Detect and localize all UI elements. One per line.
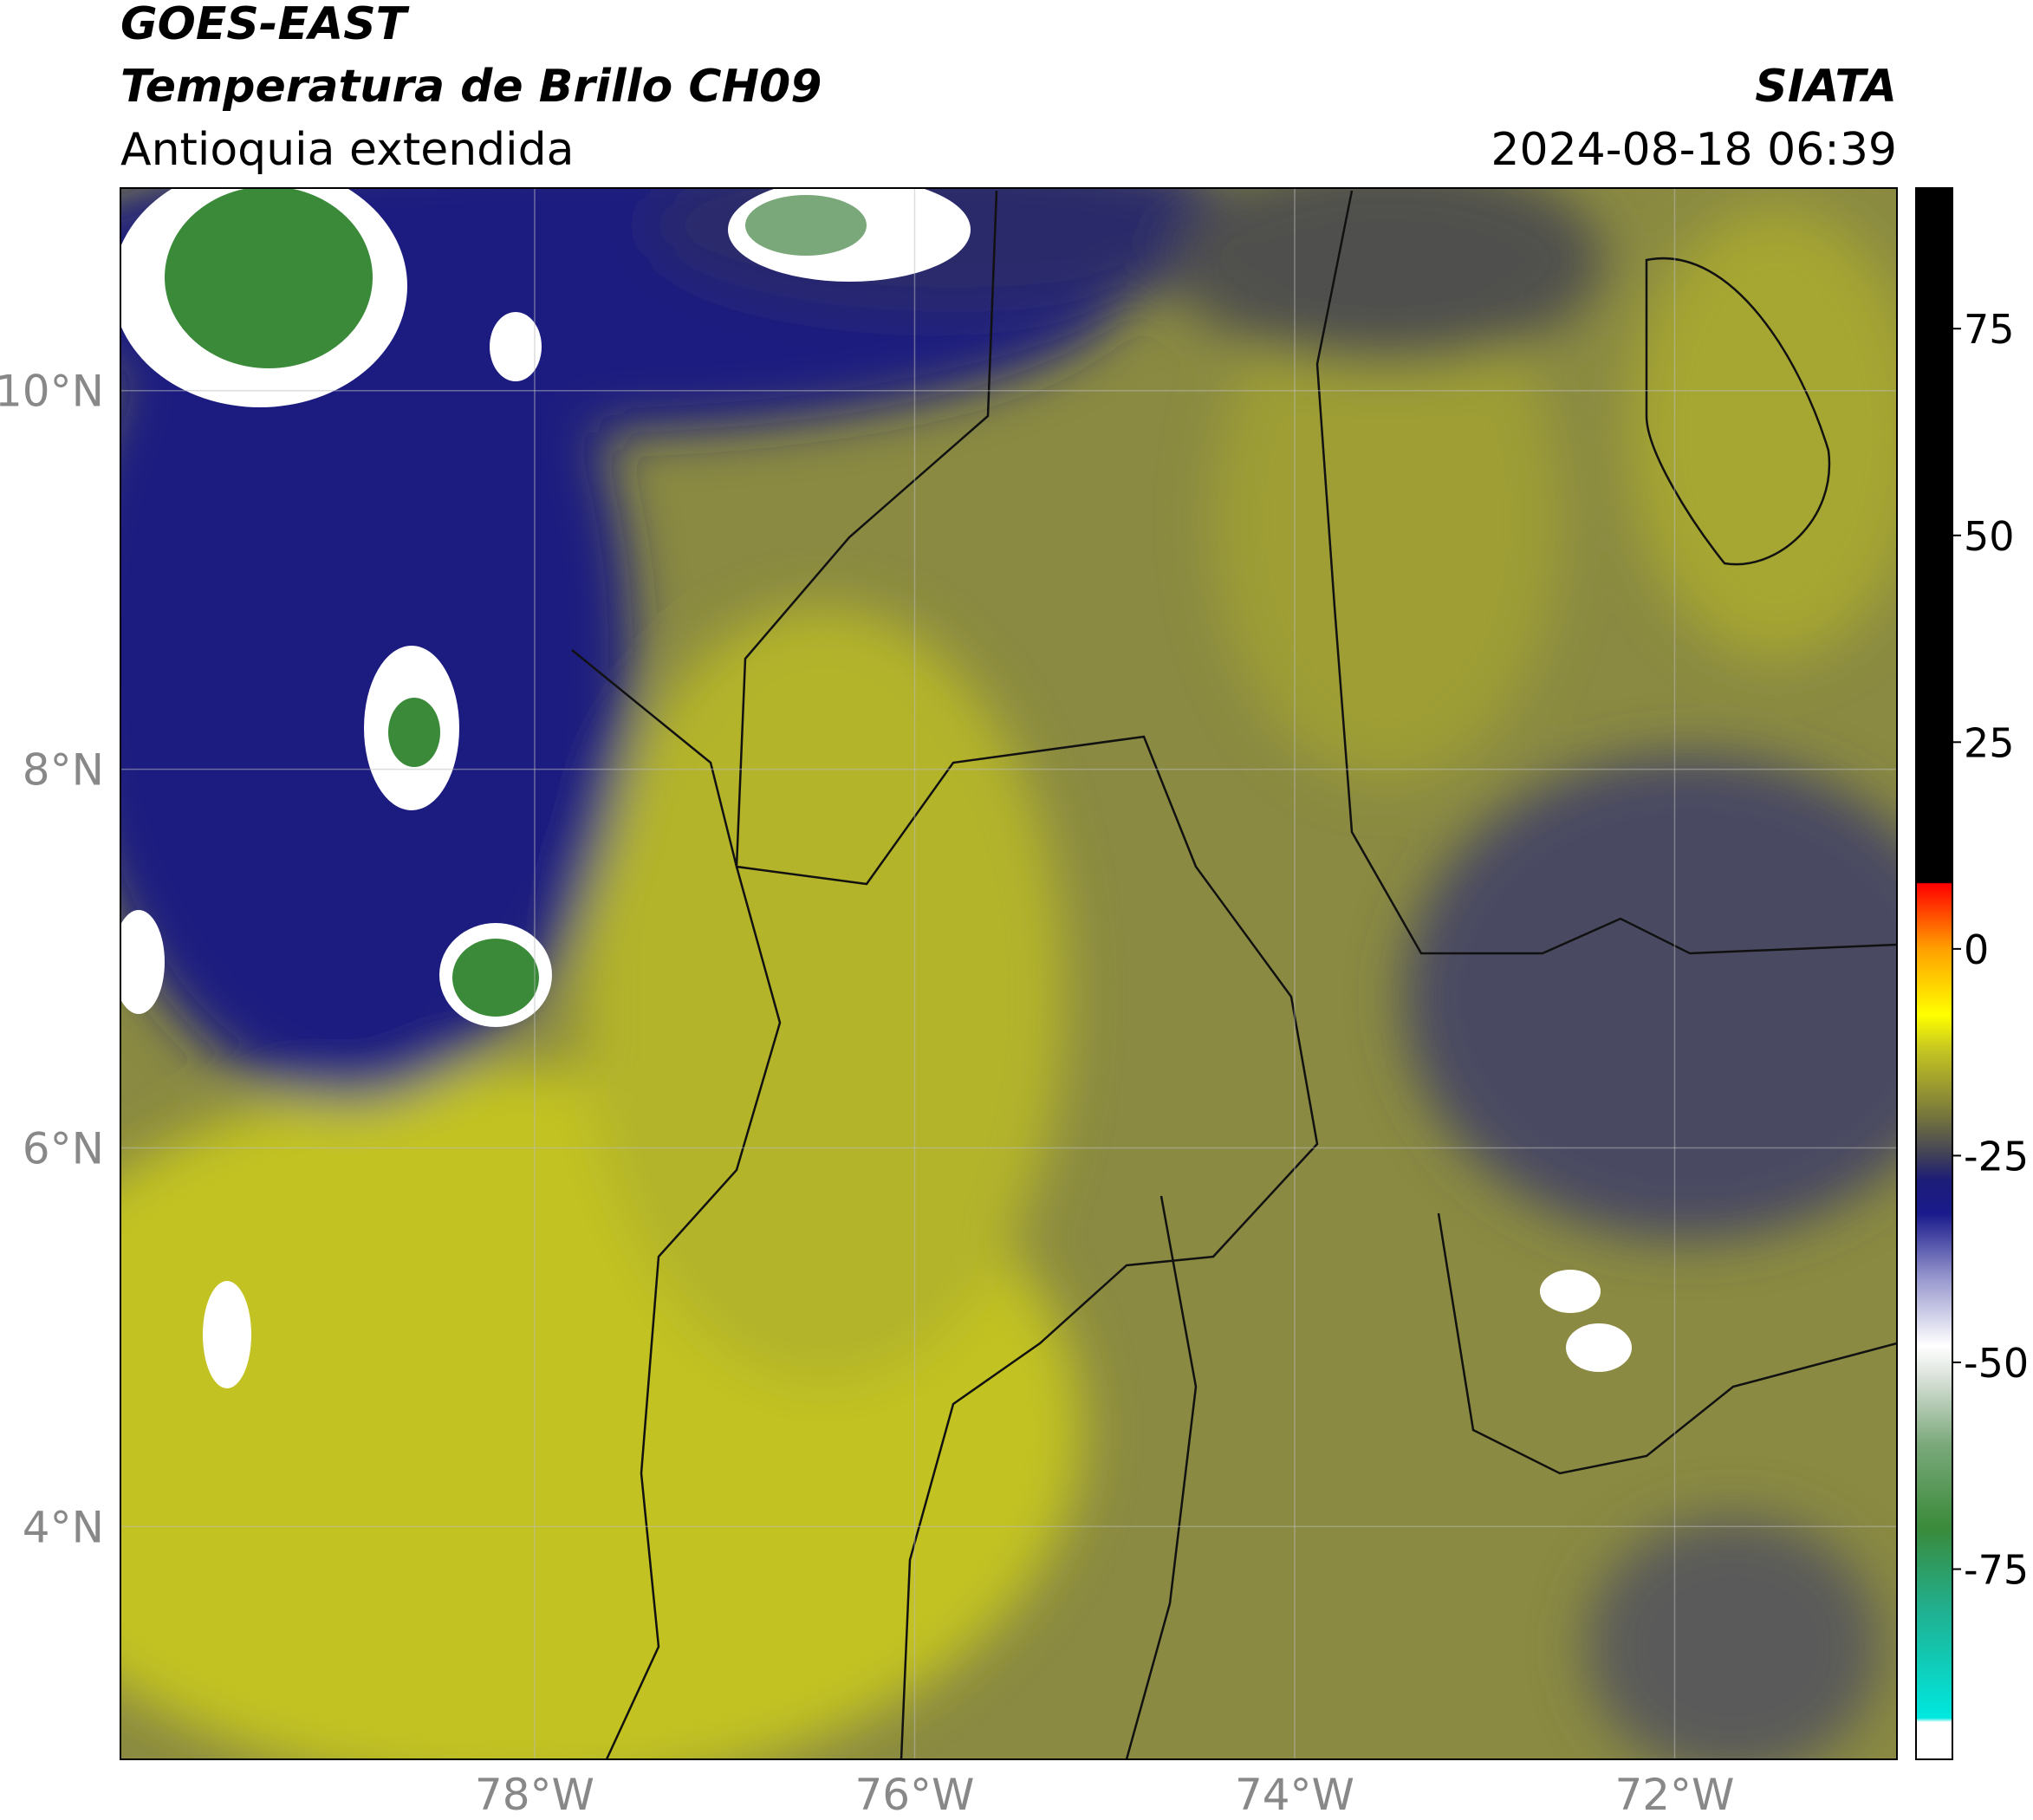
- colorbar-tick-label: 25: [1964, 719, 2015, 766]
- y-tick-label: 10°N: [0, 367, 104, 417]
- title: GOES-EAST: [120, 0, 410, 50]
- satellite-image: [120, 188, 1897, 1759]
- map-frame: [120, 187, 1898, 1760]
- subtitle: Temperatura de Brillo CH09: [120, 61, 822, 113]
- x-tick-label: 76°W: [854, 1770, 974, 1820]
- source: SIATA: [1755, 61, 1897, 113]
- datetime: 2024-08-18 06:39: [1491, 124, 1897, 176]
- colorbar-tick-label: -50: [1964, 1340, 2029, 1387]
- colorbar-tick-label: -25: [1964, 1133, 2029, 1180]
- x-tick-label: 74°W: [1235, 1770, 1354, 1820]
- x-tick-label: 78°W: [475, 1770, 594, 1820]
- colorbar: [1915, 187, 1953, 1760]
- colorbar-tick-label: 75: [1964, 306, 2015, 353]
- region: Antioquia extendida: [120, 124, 575, 176]
- y-tick-label: 8°N: [23, 745, 104, 796]
- x-tick-label: 72°W: [1614, 1770, 1734, 1820]
- colorbar-tick-label: -75: [1964, 1547, 2029, 1594]
- colorbar-tick-label: 0: [1964, 926, 1989, 973]
- y-tick-label: 6°N: [23, 1123, 104, 1173]
- colorbar-tick-label: 50: [1964, 513, 2015, 560]
- y-tick-label: 4°N: [23, 1502, 104, 1552]
